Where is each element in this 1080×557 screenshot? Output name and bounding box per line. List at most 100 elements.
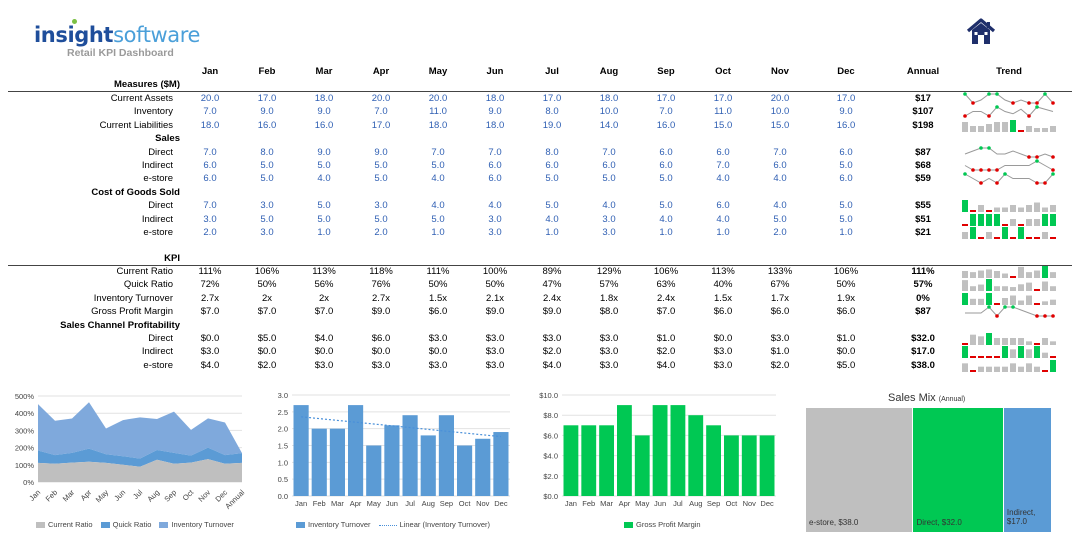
sparkline-bar bbox=[986, 269, 992, 278]
sparkline-bar bbox=[1010, 287, 1016, 292]
gross-profit-margin-chart: $0.0 $2.0 $4.0 $6.0 $8.0 $10.0 Jan Feb Mar Apr May… bbox=[532, 388, 782, 508]
x-tick-label: Sep bbox=[707, 499, 720, 508]
cell-value: 6.0 bbox=[545, 160, 559, 171]
bar bbox=[652, 405, 668, 496]
sparkline-bar bbox=[994, 338, 1000, 345]
cell-value: 18.0 bbox=[485, 119, 505, 131]
cell-value: 18.0 bbox=[314, 93, 334, 104]
cell-value: 9.0 bbox=[317, 146, 331, 158]
cell-value: 63% bbox=[656, 279, 676, 291]
bar bbox=[493, 432, 509, 496]
sparkline-low-marker bbox=[1035, 154, 1039, 159]
trend-sparkline bbox=[962, 266, 1056, 278]
sparkline-low-marker bbox=[1051, 154, 1055, 159]
sparkline-bar bbox=[1010, 119, 1016, 132]
home-icon[interactable] bbox=[966, 18, 996, 46]
cell-value: 1.8x bbox=[600, 292, 618, 304]
cell-value: $6.0 bbox=[428, 306, 448, 318]
annual-value: $38.0 bbox=[911, 359, 935, 371]
ratios-chart-legend: Current Ratio Quick Ratio Inventory Turnov… bbox=[36, 520, 242, 529]
cell-value: 4.0 bbox=[431, 173, 445, 185]
cell-value: 7.0 bbox=[488, 146, 502, 158]
cell-value: $3.0 bbox=[770, 333, 790, 344]
sparkline-bar bbox=[970, 272, 976, 278]
cell-value: 1.0 bbox=[839, 227, 853, 238]
legend-swatch bbox=[378, 524, 397, 526]
trend-sparkline bbox=[963, 172, 1055, 186]
cell-value: 8.0 bbox=[260, 146, 274, 158]
sparkline-bar bbox=[1010, 363, 1016, 372]
sparkline-bar bbox=[1034, 346, 1040, 359]
sparkline-bar bbox=[1050, 205, 1056, 213]
cell-value: $7.0 bbox=[257, 306, 277, 318]
bar bbox=[634, 435, 650, 496]
sparkline-bar bbox=[970, 298, 976, 305]
legend-swatch bbox=[100, 522, 110, 529]
bar bbox=[563, 425, 579, 496]
sparkline-bar bbox=[1042, 301, 1048, 305]
trend-sparkline bbox=[962, 213, 1056, 226]
dashboard-subtitle: Retail KPI Dashboard bbox=[67, 47, 174, 59]
x-tick-label: Jun bbox=[654, 499, 666, 508]
cell-value: $1.0 bbox=[770, 346, 790, 358]
sparkline-bar bbox=[1042, 281, 1048, 292]
cell-value: $7.0 bbox=[314, 306, 334, 318]
cell-value: $3.0 bbox=[371, 359, 391, 371]
legend-label: Linear (Inventory Turnover) bbox=[399, 520, 490, 529]
cell-value: 9.0 bbox=[374, 146, 388, 158]
month-header-may: May bbox=[428, 66, 448, 77]
annual-value: $87 bbox=[915, 306, 931, 318]
cell-value: 16.0 bbox=[257, 119, 277, 131]
cell-value: 5.0 bbox=[260, 213, 274, 225]
sparkline-bar bbox=[1034, 343, 1040, 345]
x-tick-label: Aug bbox=[689, 499, 702, 508]
cell-value: 2.0 bbox=[203, 227, 217, 238]
cell-value: 18.0 bbox=[200, 119, 220, 131]
cell-value: 113% bbox=[711, 266, 735, 277]
cell-value: $4.0 bbox=[542, 359, 562, 371]
sparkline-bar bbox=[1018, 338, 1024, 345]
sparkline-bar bbox=[1042, 369, 1048, 372]
cell-value: 7.0 bbox=[716, 160, 730, 171]
annual-value: $51 bbox=[915, 213, 931, 225]
cell-value: 4.0 bbox=[431, 200, 445, 212]
ratios-area-svg: 0% 100% 200% 300% 400% 500% Jan Feb Mar Apr May Jun… bbox=[15, 392, 247, 511]
bar bbox=[311, 428, 327, 496]
annual-value: $21 bbox=[915, 227, 931, 238]
cell-value: 4.0 bbox=[716, 173, 730, 185]
cell-value: $7.0 bbox=[200, 306, 220, 318]
cell-value: 16.0 bbox=[836, 119, 856, 131]
cell-value: $3.0 bbox=[428, 359, 448, 371]
cell-value: $7.0 bbox=[656, 306, 676, 318]
sparkline-high-marker bbox=[963, 92, 967, 96]
sparkline-bar bbox=[978, 298, 984, 305]
legend-item: Inventory Turnover bbox=[296, 520, 371, 529]
treemap-tile-direct bbox=[913, 408, 1004, 532]
y-tick-label: 0% bbox=[23, 478, 34, 487]
row-label: Direct bbox=[148, 333, 173, 344]
sparkline-bar bbox=[978, 366, 984, 372]
legend-swatch bbox=[159, 522, 169, 529]
legend-label: Inventory Turnover bbox=[171, 520, 234, 529]
trend-sparkline bbox=[962, 279, 1056, 292]
sparkline-bar bbox=[1010, 276, 1016, 278]
bar bbox=[420, 435, 436, 496]
sparkline-bar bbox=[994, 121, 1000, 132]
cell-value: 5.0 bbox=[839, 160, 853, 171]
sparkline-bar bbox=[1018, 366, 1024, 372]
sparkline-bar bbox=[1050, 356, 1056, 359]
section-rule-measures bbox=[8, 91, 1072, 92]
trend-sparkline bbox=[962, 119, 1056, 132]
bar-chart-svg: $0.0 $2.0 $4.0 $6.0 $8.0 $10.0 Jan Feb Mar Apr May… bbox=[539, 391, 776, 508]
cell-value: 4.0 bbox=[602, 200, 616, 212]
cell-value: $9.0 bbox=[542, 306, 562, 318]
sparkline-bar bbox=[1026, 205, 1032, 213]
x-tick-label: Mar bbox=[61, 488, 77, 504]
cell-value: 5.0 bbox=[260, 160, 274, 171]
sparkline-bar bbox=[970, 213, 976, 226]
cell-value: 3.0 bbox=[602, 213, 616, 225]
x-tick-label: Nov bbox=[196, 488, 212, 504]
trend-sparkline bbox=[962, 200, 1056, 213]
row-label: e-store bbox=[143, 173, 173, 185]
y-tick-label: 1.0 bbox=[278, 458, 288, 467]
